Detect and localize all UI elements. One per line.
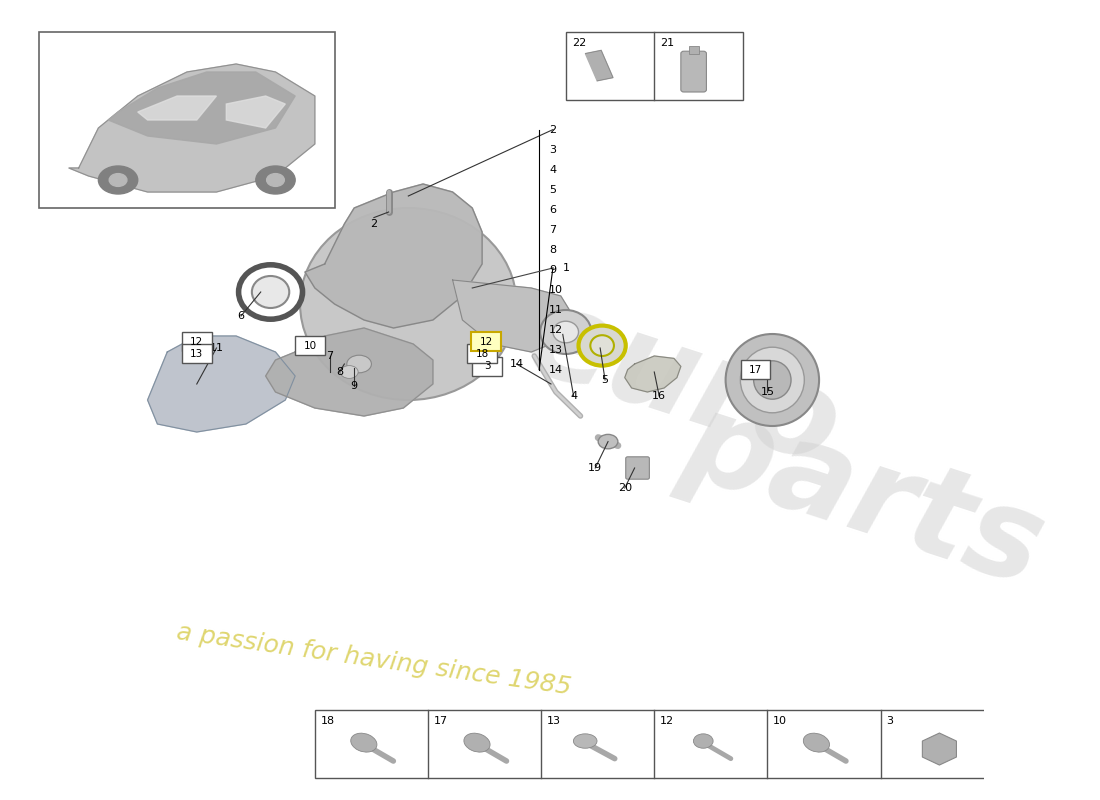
- Ellipse shape: [740, 347, 804, 413]
- Ellipse shape: [754, 361, 791, 399]
- Text: 9: 9: [351, 381, 358, 390]
- Text: 22: 22: [572, 38, 586, 49]
- Bar: [471, 332, 501, 351]
- Bar: [295, 336, 324, 355]
- Text: 6: 6: [238, 311, 244, 321]
- Text: 3: 3: [549, 145, 556, 154]
- Bar: [565, 32, 742, 100]
- FancyBboxPatch shape: [626, 457, 649, 479]
- Text: 17: 17: [433, 716, 448, 726]
- Ellipse shape: [266, 174, 284, 186]
- Text: 4: 4: [570, 391, 578, 401]
- Text: 14: 14: [549, 365, 563, 374]
- Ellipse shape: [573, 734, 597, 748]
- Text: 18: 18: [475, 349, 488, 358]
- Ellipse shape: [726, 334, 820, 426]
- Bar: [315, 710, 993, 778]
- Ellipse shape: [598, 434, 618, 449]
- Text: 11: 11: [209, 343, 223, 353]
- Ellipse shape: [252, 276, 289, 308]
- Polygon shape: [625, 356, 681, 392]
- Text: 17: 17: [749, 365, 762, 374]
- Text: 10: 10: [773, 716, 788, 726]
- Text: 5: 5: [549, 185, 556, 194]
- Text: 13: 13: [549, 345, 563, 354]
- Polygon shape: [585, 50, 613, 81]
- Bar: [182, 332, 211, 351]
- Bar: [472, 357, 502, 376]
- Polygon shape: [108, 72, 295, 144]
- Text: 3: 3: [484, 362, 491, 371]
- Polygon shape: [265, 328, 433, 416]
- Text: 8: 8: [549, 245, 557, 254]
- Ellipse shape: [540, 310, 592, 354]
- Text: 10: 10: [304, 341, 317, 350]
- Ellipse shape: [340, 366, 359, 378]
- Bar: [40, 32, 334, 208]
- Ellipse shape: [579, 326, 626, 366]
- Text: 3: 3: [887, 716, 893, 726]
- Ellipse shape: [109, 174, 126, 186]
- Polygon shape: [452, 280, 571, 352]
- Text: 15: 15: [760, 387, 774, 397]
- FancyBboxPatch shape: [681, 51, 706, 92]
- Text: 16: 16: [652, 391, 667, 401]
- Bar: [468, 344, 497, 363]
- Ellipse shape: [300, 208, 517, 400]
- Polygon shape: [69, 64, 315, 192]
- Text: 12: 12: [660, 716, 674, 726]
- Ellipse shape: [553, 321, 579, 342]
- Text: euro: euro: [512, 277, 855, 491]
- Bar: [689, 46, 698, 54]
- Bar: [741, 360, 770, 379]
- Text: 10: 10: [549, 285, 563, 294]
- Text: 12: 12: [549, 325, 563, 334]
- Ellipse shape: [351, 733, 377, 752]
- Text: 19: 19: [588, 463, 603, 473]
- Ellipse shape: [693, 734, 713, 748]
- Ellipse shape: [346, 355, 372, 373]
- Text: 18: 18: [321, 716, 334, 726]
- Text: 12: 12: [480, 337, 493, 346]
- Ellipse shape: [803, 733, 829, 752]
- Text: 2: 2: [371, 219, 377, 229]
- Text: 7: 7: [326, 351, 333, 361]
- Text: 13: 13: [190, 349, 204, 358]
- Text: 5: 5: [602, 375, 608, 385]
- Text: 14: 14: [509, 359, 524, 369]
- Ellipse shape: [256, 166, 295, 194]
- Polygon shape: [147, 336, 295, 432]
- Text: 7: 7: [549, 225, 557, 234]
- Text: 8: 8: [336, 367, 343, 377]
- Ellipse shape: [464, 733, 491, 752]
- Text: 20: 20: [618, 483, 631, 493]
- Bar: [182, 344, 211, 363]
- Text: 9: 9: [549, 265, 557, 274]
- Polygon shape: [227, 96, 285, 128]
- Polygon shape: [138, 96, 217, 120]
- Ellipse shape: [98, 166, 138, 194]
- Text: 2: 2: [549, 125, 557, 134]
- Text: 12: 12: [190, 337, 204, 346]
- Text: a passion for having since 1985: a passion for having since 1985: [175, 621, 573, 699]
- Polygon shape: [305, 184, 482, 328]
- Text: 1: 1: [563, 263, 570, 273]
- Text: 13: 13: [547, 716, 561, 726]
- Text: 6: 6: [549, 205, 556, 214]
- Text: 4: 4: [549, 165, 557, 174]
- Text: parts: parts: [669, 382, 1058, 610]
- Text: 21: 21: [660, 38, 674, 49]
- Ellipse shape: [591, 335, 614, 356]
- Text: 11: 11: [549, 305, 563, 314]
